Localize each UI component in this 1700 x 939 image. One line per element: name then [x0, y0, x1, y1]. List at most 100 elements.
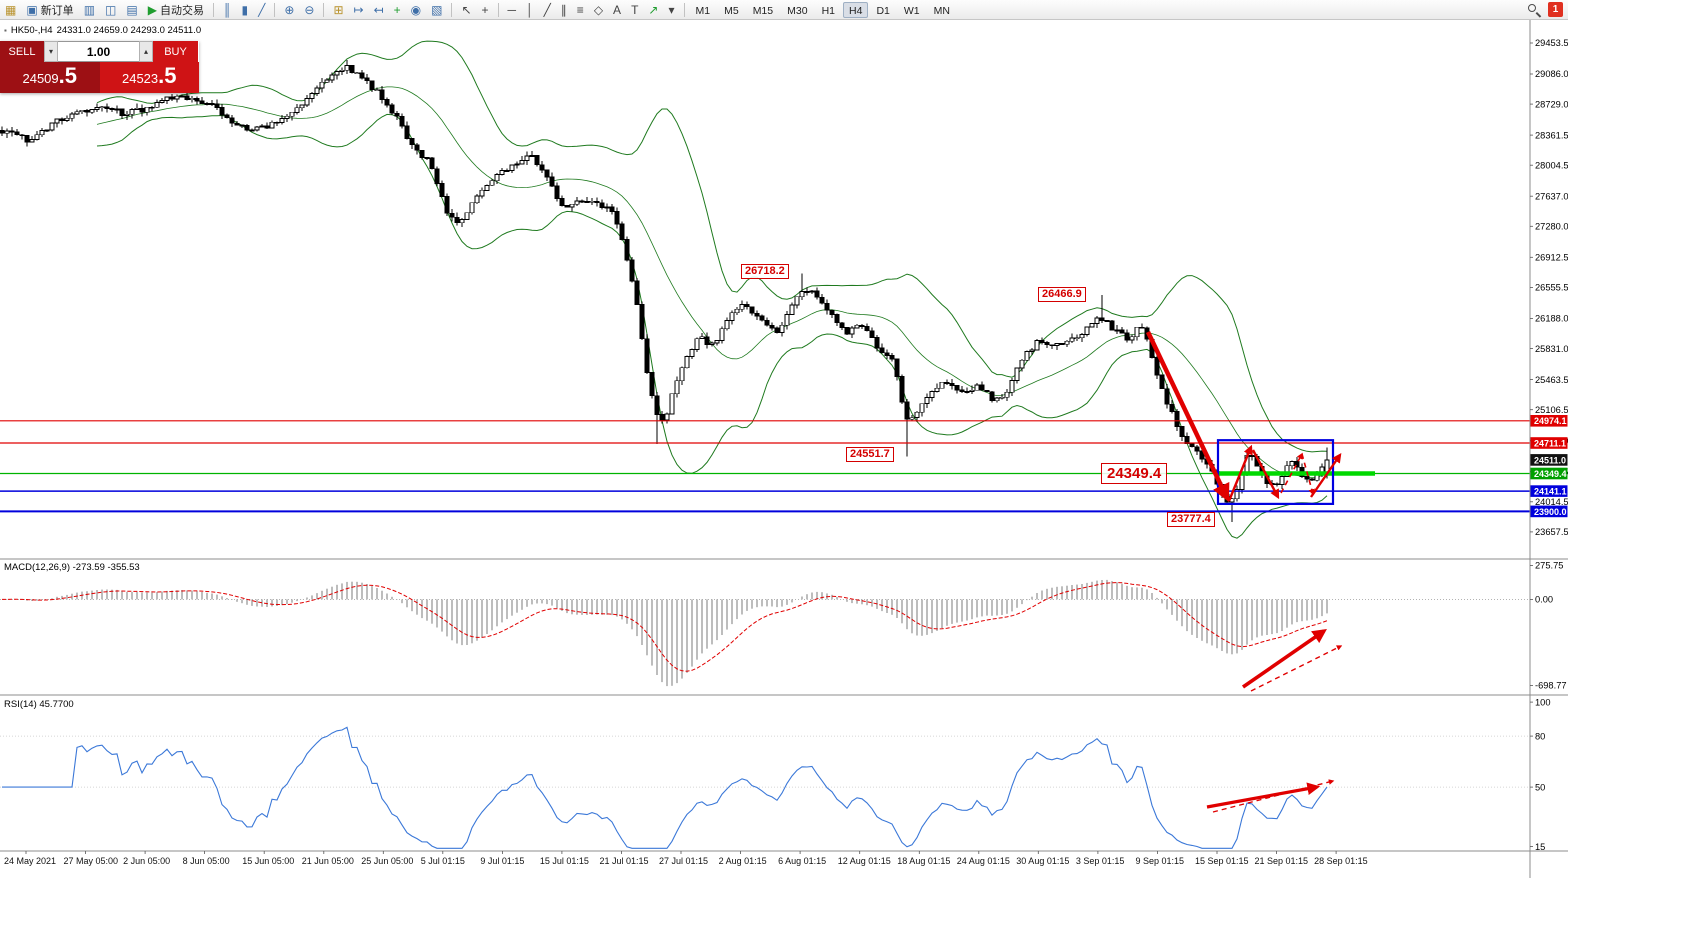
buy-button[interactable]: BUY: [153, 41, 198, 62]
sell-button[interactable]: SELL: [0, 41, 44, 62]
time-tick-label: 15 Jun 05:00: [242, 856, 294, 866]
fibonacci-icon: ≡: [576, 2, 584, 17]
fibonacci-button[interactable]: ≡: [573, 1, 588, 19]
decline-arrow[interactable]: [1145, 331, 1230, 503]
time-tick-label: 9 Jul 01:15: [480, 856, 524, 866]
time-tick-label: 15 Sep 01:15: [1195, 856, 1249, 866]
price-tick-label: 28729.0: [1535, 99, 1568, 109]
time-tick-label: 8 Jun 05:00: [183, 856, 230, 866]
timeframe-m5[interactable]: M5: [724, 4, 739, 17]
horizontal-line-button[interactable]: ─: [504, 1, 521, 19]
volume-decrease-button[interactable]: ▾: [44, 41, 58, 62]
price-tag-24141.1: 24141.1: [1530, 485, 1568, 497]
toolbar: ▦ ▣ 新订单 ▥ ◫ ▤ ▶ 自动交易 ║ ▮ ╱ ⊕ ⊖ ⊞ ↦ ↤ + ◉ ▧ ↖ + ─ │ ╱ ∥ ≡ ◇ A T ↗ ▾ M1 M5…: [0, 0, 1568, 20]
volume-increase-button[interactable]: ▴: [139, 41, 153, 62]
price-tick-label: 25831.0: [1535, 344, 1568, 354]
time-tick-label: 21 Jul 01:15: [600, 856, 649, 866]
symbol-period: HK50-,H4: [10, 25, 53, 36]
svg-text:24711.1: 24711.1: [1534, 438, 1566, 448]
timeframe-h1[interactable]: H1: [821, 4, 835, 17]
autotrading-button[interactable]: ▶ 自动交易: [144, 1, 208, 19]
zigzag-down-arrow[interactable]: [1251, 449, 1280, 500]
charts-button[interactable]: ▥: [80, 1, 99, 19]
line-chart-button[interactable]: ╱: [254, 1, 269, 19]
zigzag-up-arrow-1[interactable]: [1227, 444, 1253, 502]
vertical-line-button[interactable]: │: [522, 1, 538, 19]
price-tick-label: 26912.5: [1535, 253, 1568, 263]
profiles-button[interactable]: ◫: [101, 1, 120, 19]
crosshair-button[interactable]: +: [478, 1, 493, 19]
macd-signal-line: [2, 582, 1328, 672]
price-tick-label: 27280.0: [1535, 222, 1568, 232]
templates-button[interactable]: ▧: [427, 1, 446, 19]
ohlc-values: 24331.0 24659.0 24293.0 24511.0: [56, 25, 202, 36]
price-tick-label: 25463.5: [1535, 375, 1568, 385]
toolbar-right: 1: [1527, 2, 1563, 18]
consolidation-rectangle[interactable]: [1216, 439, 1335, 506]
charts-icon: ▥: [83, 2, 96, 17]
chart-shift-button[interactable]: ↤: [370, 1, 388, 19]
rsi-tick-label: 15: [1535, 842, 1545, 852]
sell-price[interactable]: 24509.5: [0, 62, 100, 93]
svg-text:24349.4: 24349.4: [1534, 469, 1567, 479]
new-chart-button[interactable]: ▦: [1, 1, 20, 19]
rsi-trend-arrow[interactable]: [1206, 782, 1321, 809]
timeframe-m15[interactable]: M15: [752, 4, 774, 17]
new-order-button[interactable]: ▣ 新订单: [22, 1, 77, 19]
shapes-button[interactable]: ◇: [590, 1, 607, 19]
toolbar-buttons: ▦ ▣ 新订单 ▥ ◫ ▤ ▶ 自动交易 ║ ▮ ╱ ⊕ ⊖ ⊞ ↦ ↤ + ◉ ▧ ↖ + ─ │ ╱ ∥ ≡ ◇ A T ↗ ▾ M1 M5…: [0, 1, 957, 19]
candlestick-chart-button[interactable]: ▮: [237, 1, 252, 19]
objects-dropdown[interactable]: ▾: [664, 1, 678, 19]
timeframe-w1[interactable]: W1: [903, 4, 920, 17]
notification-badge[interactable]: 1: [1548, 2, 1563, 17]
channel-button[interactable]: ∥: [557, 1, 571, 19]
macd-trend-arrow-dashed[interactable]: [1250, 645, 1343, 692]
timeframe-m30[interactable]: M30: [787, 4, 808, 17]
time-tick-label: 25 Jun 05:00: [361, 856, 413, 866]
timeframe-d1[interactable]: D1: [876, 4, 890, 17]
time-tick-label: 5 Jul 01:15: [421, 856, 465, 866]
zoom-in-icon: ⊕: [284, 2, 295, 17]
svg-text:24511.0: 24511.0: [1534, 455, 1566, 465]
navigator-button[interactable]: ▤: [122, 1, 141, 19]
macd-tick-label: -698.77: [1535, 681, 1567, 691]
trendline-button[interactable]: ╱: [540, 1, 555, 19]
timeframe-m1[interactable]: M1: [695, 4, 711, 17]
time-tick-label: 2 Aug 01:15: [719, 856, 767, 866]
time-tick-label: 18 Aug 01:15: [897, 856, 950, 866]
toolbar-separator: [274, 2, 276, 17]
chart-canvas[interactable]: 29453.5 29086.0 28729.0 28361.5 28004.5 27637…: [0, 20, 1568, 878]
search-icon[interactable]: [1527, 3, 1541, 18]
zigzag-dashed-up[interactable]: [1280, 452, 1303, 494]
indicators-button[interactable]: +: [390, 1, 405, 19]
cursor-button[interactable]: ↖: [457, 1, 475, 19]
time-tick-label: 3 Sep 01:15: [1076, 856, 1125, 866]
volume-input[interactable]: [58, 41, 139, 62]
tile-windows-button[interactable]: ⊞: [329, 1, 347, 19]
text-button[interactable]: A: [609, 1, 625, 19]
line-chart-icon: ╱: [258, 2, 266, 17]
time-scale[interactable]: 24 May 2021 27 May 05:00 2 Jun 05:00 8 Jun …: [4, 851, 1368, 866]
trendline-icon: ╱: [543, 2, 551, 17]
arrows-button[interactable]: ↗: [644, 1, 662, 19]
timeframe-mn[interactable]: MN: [933, 4, 950, 17]
buy-price[interactable]: 24523.5: [99, 62, 199, 93]
rsi-trend-arrow-dashed[interactable]: [1212, 779, 1335, 813]
zoom-out-button[interactable]: ⊖: [300, 1, 318, 19]
new-order-button-label: 新订单: [40, 4, 74, 17]
one-click-trading-panel: SELL ▾ ▴ BUY 24509.5 24523.5: [0, 41, 199, 93]
price-tick-label: 27637.0: [1535, 191, 1568, 201]
auto-scroll-button[interactable]: ↦: [350, 1, 368, 19]
label-button[interactable]: T: [627, 1, 642, 19]
zigzag-up-arrow-2[interactable]: [1310, 453, 1342, 498]
periods-button[interactable]: ◉: [407, 1, 425, 19]
candles: [0, 60, 1330, 522]
timeframe-h4[interactable]: H4: [843, 1, 869, 18]
objects-icon: ▾: [668, 2, 675, 17]
time-tick-label: 12 Aug 01:15: [838, 856, 891, 866]
zigzag-dashed-down[interactable]: [1301, 453, 1315, 496]
vertical-line-icon: │: [526, 2, 534, 17]
zoom-in-button[interactable]: ⊕: [280, 1, 298, 19]
macd-trend-arrow[interactable]: [1241, 628, 1327, 689]
bar-chart-button[interactable]: ║: [219, 1, 236, 19]
